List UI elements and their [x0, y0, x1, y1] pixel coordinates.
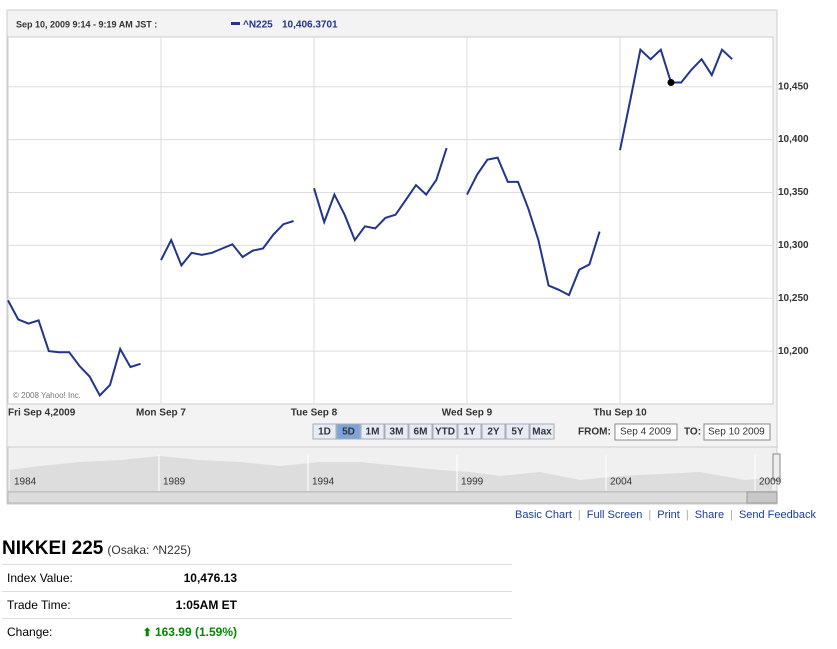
- overview-year: 1984: [14, 477, 37, 488]
- quote-name: NIKKEI 225: [2, 538, 104, 559]
- x-tick-label: Fri Sep 4,2009: [8, 408, 76, 419]
- to-value[interactable]: Sep 10 2009: [708, 427, 765, 438]
- range-button[interactable]: [529, 423, 555, 440]
- y-tick-label: 10,200: [778, 346, 809, 357]
- link[interactable]: Basic Chart: [515, 509, 572, 521]
- links: Basic Chart | Full Screen | Print | Share | Send…: [0, 509, 822, 521]
- link-separator: |: [648, 509, 652, 521]
- legend-time: Sep 10, 2009 9:14 - 9:19 AM JST :: [16, 19, 157, 29]
- quote-table: Index Value: 10,476.13 Trade Time: 1:05AM E…: [2, 564, 512, 645]
- range-label[interactable]: 5Y: [511, 427, 524, 438]
- link-separator: |: [685, 509, 689, 521]
- quote-value: 163.99 (1.59%): [154, 625, 237, 639]
- overview-area: [10, 456, 772, 491]
- plot-area: [7, 36, 774, 405]
- y-tick-label: 10,350: [778, 187, 809, 198]
- link[interactable]: Full Screen: [586, 509, 643, 521]
- link[interactable]: Send Feedback: [738, 509, 816, 521]
- range-label[interactable]: 1M: [366, 427, 380, 438]
- scroll-thumb[interactable]: [746, 491, 778, 504]
- link-separator: |: [730, 509, 733, 521]
- range-label[interactable]: 1D: [318, 427, 331, 438]
- quote-label: Change:: [7, 625, 53, 639]
- highlight-point: [667, 78, 675, 86]
- range-label[interactable]: 3M: [390, 427, 404, 438]
- range-handle[interactable]: [772, 453, 781, 481]
- range-button[interactable]: [505, 423, 530, 440]
- link[interactable]: Share: [694, 509, 725, 521]
- range-label[interactable]: 5D: [342, 427, 355, 438]
- y-tick-label: 10,300: [778, 240, 809, 251]
- range-button[interactable]: [384, 423, 409, 440]
- range-button[interactable]: [312, 423, 337, 440]
- overview-year: 1999: [461, 477, 484, 488]
- quote-value-wrap: 1:05AM ET: [176, 598, 237, 612]
- y-tick-label: 10,400: [778, 134, 809, 145]
- to-label: TO:: [684, 427, 701, 438]
- link[interactable]: Print: [657, 509, 680, 521]
- from-label: FROM:: [578, 427, 611, 438]
- scrollbar[interactable]: [7, 491, 778, 504]
- chart: Sep 10, 2009 9:14 - 9:19 AM JST : ^N225 …: [6, 9, 809, 505]
- quote-value: 10,476.13: [183, 571, 237, 585]
- range-button[interactable]: [457, 423, 482, 440]
- legend-swatch: [231, 22, 240, 25]
- range-label[interactable]: Max: [532, 427, 552, 438]
- range-label[interactable]: 2Y: [487, 427, 500, 438]
- range-button[interactable]: [432, 423, 458, 440]
- quote-label: Index Value:: [7, 571, 73, 585]
- to-input[interactable]: [703, 423, 771, 441]
- legend-value: 10,406.3701: [282, 20, 338, 31]
- quote-label: Trade Time:: [7, 598, 71, 612]
- x-tick-label: Wed Sep 9: [442, 408, 493, 419]
- quote-row: Trade Time: 1:05AM ET: [2, 591, 512, 618]
- range-button[interactable]: [408, 423, 433, 440]
- overview-year: 1994: [312, 477, 335, 488]
- overview-year: 2004: [610, 477, 633, 488]
- from-input[interactable]: [614, 423, 678, 441]
- up-arrow: ⬆: [142, 627, 155, 639]
- range-button[interactable]: [336, 423, 361, 440]
- quote-row: Index Value: 10,476.13: [2, 564, 512, 591]
- link-separator: |: [577, 509, 581, 521]
- range-label[interactable]: 1Y: [463, 427, 476, 438]
- range-label[interactable]: 6M: [414, 427, 428, 438]
- x-tick-label: Thu Sep 10: [593, 408, 647, 419]
- y-tick-label: 10,250: [778, 293, 809, 304]
- quote-value-wrap: ⬆ 163.99 (1.59%): [143, 625, 237, 639]
- range-button[interactable]: [481, 423, 506, 440]
- quote-value: 1:05AM ET: [175, 598, 237, 612]
- price-line: [7, 47, 733, 398]
- copyright: © 2008 Yahoo! Inc.: [13, 391, 81, 400]
- range-button[interactable]: [360, 423, 385, 440]
- quote-exchange: (Osaka: ^N225): [107, 543, 192, 557]
- overview-year: 1989: [163, 477, 186, 488]
- x-tick-label: Tue Sep 8: [291, 408, 338, 419]
- quote-value-wrap: 10,476.13: [184, 571, 237, 585]
- overview-year: 2009: [759, 477, 782, 488]
- range-label[interactable]: YTD: [435, 427, 455, 438]
- y-tick-label: 10,450: [778, 81, 809, 92]
- legend-name: ^N225: [243, 20, 273, 31]
- from-value[interactable]: Sep 4 2009: [620, 427, 672, 438]
- x-tick-label: Mon Sep 7: [136, 408, 186, 419]
- quote: NIKKEI 225 (Osaka: ^N225) Index Value: 10,…: [2, 538, 512, 645]
- quote-row: Change: ⬆ 163.99 (1.59%): [2, 618, 512, 645]
